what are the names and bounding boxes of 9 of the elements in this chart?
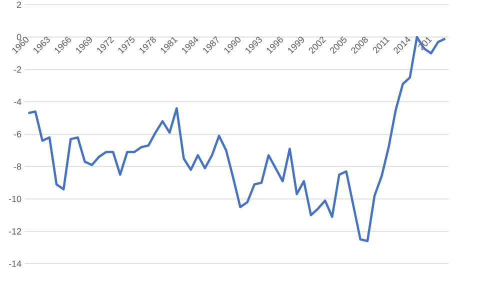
line-series: [27, 36, 446, 242]
y-tick-label: -6: [14, 131, 22, 138]
y-tick-label: -12: [8, 228, 22, 234]
y-tick-label: -2: [14, 66, 22, 73]
y-tick-label: -4: [14, 98, 22, 105]
y-tick-label: -8: [14, 163, 22, 170]
y-tick-label: 2: [16, 2, 22, 8]
y-tick-label: -10: [8, 196, 22, 202]
y-tick-label: -14: [8, 260, 22, 267]
